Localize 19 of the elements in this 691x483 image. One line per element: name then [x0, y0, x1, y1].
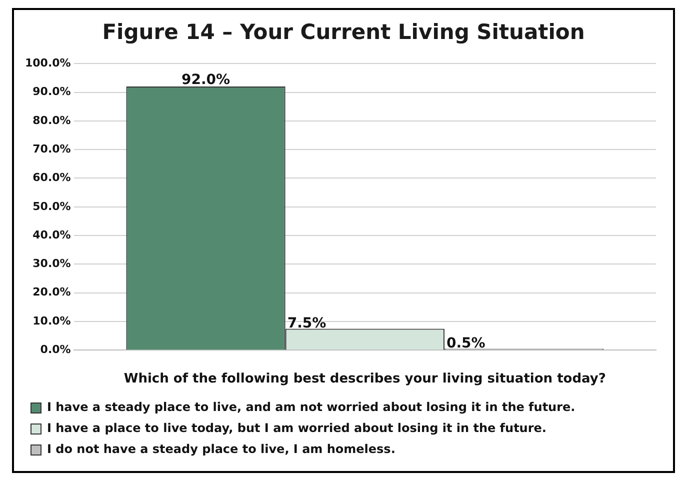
y-tick-label: 0.0%: [40, 343, 71, 356]
legend-label: I have a steady place to live, and am not worried about losing it in the future.: [47, 400, 576, 414]
y-tick-label: 90.0%: [32, 85, 71, 98]
chart-title: Figure 14 – Your Current Living Situation: [101, 20, 586, 44]
y-tick-label: 40.0%: [32, 228, 71, 242]
data-label: 0.5%: [446, 335, 486, 352]
y-tick-label: 20.0%: [32, 286, 71, 299]
y-tick-label: 60.0%: [32, 171, 71, 184]
data-label: 92.0%: [181, 72, 230, 88]
y-tick-label: 80.0%: [32, 114, 71, 127]
legend-label: I have a place to live today, but I am worried about losing it in the future.: [47, 421, 546, 436]
legend-label: I do not have a steady place to live, I am homeless.: [47, 442, 396, 456]
y-tick-label: 50.0%: [32, 200, 71, 213]
x-axis-title: Which of the following best describes your living situation today?: [124, 372, 606, 387]
data-label: 7.5%: [287, 315, 326, 332]
y-tick-label: 70.0%: [32, 142, 71, 156]
y-tick-label: 30.0%: [32, 257, 71, 270]
y-tick-label: 10.0%: [32, 314, 71, 328]
y-tick-label: 100.0%: [24, 56, 71, 70]
